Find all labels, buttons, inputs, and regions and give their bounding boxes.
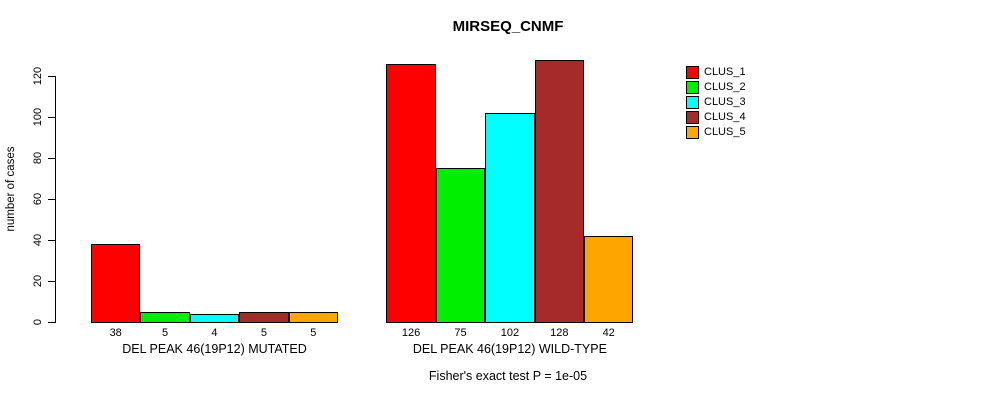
bar-clus_4-group1 <box>239 311 289 323</box>
bar-value-label: 5 <box>310 327 317 339</box>
legend-label: CLUS_4 <box>704 111 746 123</box>
bar-value-label: 126 <box>401 327 421 339</box>
legend-entry-clus_1: CLUS_1 <box>686 65 746 80</box>
bar-clus_3-group1 <box>189 313 240 323</box>
y-axis-tick-label: 120 <box>32 66 44 86</box>
bar-clus_4-group2 <box>534 59 584 323</box>
bar-value-label: 38 <box>109 327 122 339</box>
legend-label: CLUS_5 <box>704 126 746 138</box>
y-axis-tick <box>48 117 55 118</box>
y-axis-tick-label: 80 <box>32 151 44 165</box>
legend-swatch-clus_4 <box>686 111 699 124</box>
y-axis-tick-label: 20 <box>32 274 44 288</box>
legend-swatch-clus_1 <box>686 66 699 79</box>
legend-swatch-clus_2 <box>686 81 699 94</box>
legend-entry-clus_4: CLUS_4 <box>686 110 746 125</box>
y-axis-tick <box>48 281 55 282</box>
y-axis-tick <box>48 322 55 323</box>
bar-clus_2-group1 <box>140 311 190 323</box>
legend-label: CLUS_1 <box>704 66 746 78</box>
bar-value-label: 5 <box>162 327 169 339</box>
legend-label: CLUS_2 <box>704 81 746 93</box>
fisher-test-caption: Fisher's exact test P = 1e-05 <box>428 369 588 383</box>
y-axis-tick-label: 40 <box>32 233 44 247</box>
y-axis-tick-label: 0 <box>32 318 44 326</box>
bar-clus_3-group2 <box>485 112 535 323</box>
bar-value-label: 5 <box>260 327 267 339</box>
legend-entry-clus_5: CLUS_5 <box>686 125 746 140</box>
bar-value-label: 42 <box>602 327 615 339</box>
legend-label: CLUS_3 <box>704 96 746 108</box>
y-axis-tick <box>48 199 55 200</box>
legend-swatch-clus_3 <box>686 96 699 109</box>
bar-clus_5-group2 <box>584 235 634 323</box>
bar-value-label: 102 <box>500 327 520 339</box>
bar-clus_1-group1 <box>91 244 141 323</box>
bar-value-label: 4 <box>211 327 218 339</box>
y-axis-tick-label: 60 <box>32 192 44 206</box>
bar-clus_2-group2 <box>435 168 486 323</box>
bar-clus_5-group1 <box>288 311 338 323</box>
chart-title: MIRSEQ_CNMF <box>452 18 564 35</box>
y-axis-tick <box>48 240 55 241</box>
group-label: DEL PEAK 46(19P12) MUTATED <box>122 342 307 356</box>
y-axis-tick-label: 100 <box>32 107 44 127</box>
bar-value-label: 75 <box>454 327 467 339</box>
bar-value-label: 128 <box>550 327 569 339</box>
group-label: DEL PEAK 46(19P12) WILD-TYPE <box>412 342 607 356</box>
y-axis-title: number of cases <box>5 146 17 232</box>
y-axis-tick <box>48 158 55 159</box>
bar-clus_1-group2 <box>386 63 436 323</box>
legend: CLUS_1 CLUS_2 CLUS_3 CLUS_4 CLUS_5 <box>686 65 746 140</box>
legend-entry-clus_3: CLUS_3 <box>686 95 746 110</box>
legend-swatch-clus_5 <box>686 126 699 139</box>
y-axis-line <box>55 76 56 323</box>
legend-entry-clus_2: CLUS_2 <box>686 80 746 95</box>
y-axis-tick <box>48 76 55 77</box>
